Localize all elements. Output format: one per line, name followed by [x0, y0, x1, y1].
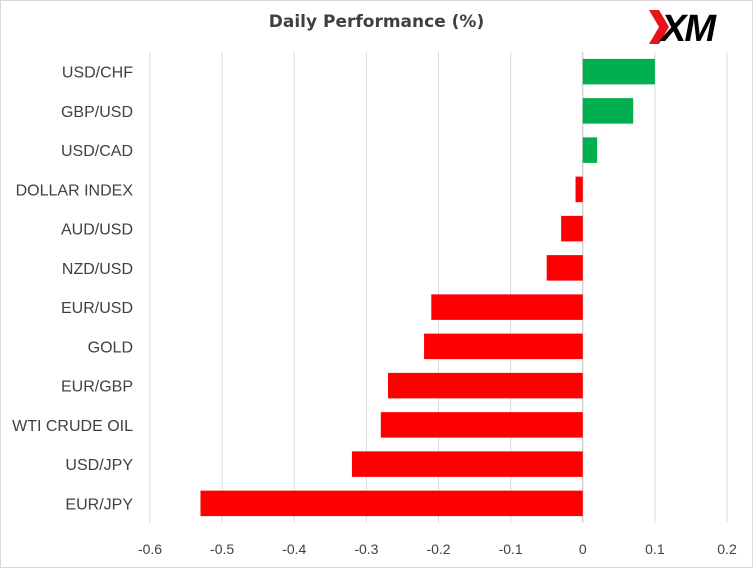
bar [546, 255, 583, 281]
bar [582, 58, 655, 85]
category-label: GOLD [88, 339, 133, 356]
grid-layer [149, 52, 728, 523]
category-label: EUR/GBP [61, 379, 133, 396]
bar [575, 176, 583, 203]
category-label: GBP/USD [61, 104, 133, 121]
x-tick-label: -0.1 [499, 541, 523, 557]
category-label: NZD/USD [62, 261, 133, 278]
logo-text: XM [659, 8, 717, 48]
bar [424, 333, 583, 360]
x-tick-label: 0.2 [717, 541, 737, 557]
bar [200, 490, 583, 517]
category-label: AUD/USD [61, 222, 133, 239]
category-label: USD/CAD [61, 143, 133, 160]
x-tick-label: -0.4 [282, 541, 306, 557]
bar [388, 372, 583, 399]
bars-layer [200, 58, 655, 517]
category-label: EUR/JPY [65, 496, 133, 513]
x-tick-label: -0.5 [210, 541, 234, 557]
bar [351, 451, 583, 477]
category-labels: USD/CHF GBP/USD USD/CAD DOLLAR INDEX AUD/USD… [12, 65, 133, 514]
x-tick-label: -0.6 [138, 541, 162, 557]
bar [380, 412, 583, 438]
category-label: WTI CRUDE OIL [12, 418, 133, 435]
x-tick-label: -0.2 [426, 541, 450, 557]
x-tick-labels: -0.6 -0.5 -0.4 -0.3 -0.2 -0.1 0 0.1 0.2 [138, 541, 737, 557]
bar [582, 98, 634, 124]
xm-logo: XM [645, 6, 745, 50]
bar [561, 215, 583, 242]
x-tick-label: 0.1 [645, 541, 665, 557]
x-tick-label: 0 [579, 541, 587, 557]
bar [582, 137, 598, 163]
category-label: USD/CHF [62, 65, 133, 82]
category-label: DOLLAR INDEX [16, 182, 134, 199]
category-label: USD/JPY [65, 457, 133, 474]
chart-title: Daily Performance (%) [268, 12, 485, 32]
x-tick-label: -0.3 [354, 541, 378, 557]
category-label: EUR/USD [61, 300, 133, 317]
bar [431, 294, 583, 320]
logo-red-mark [649, 10, 669, 44]
